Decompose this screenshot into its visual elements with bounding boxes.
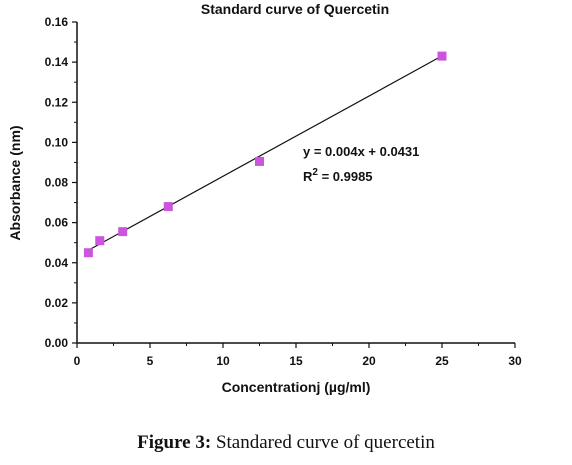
x-tick-label: 5 xyxy=(147,354,154,368)
r-squared-annotation: R2 = 0.9985 xyxy=(303,167,373,184)
data-points xyxy=(83,51,447,258)
y-tick-label: 0.10 xyxy=(45,135,69,149)
y-tick-label: 0.02 xyxy=(45,296,69,310)
trendline xyxy=(88,55,443,251)
y-axis-title: Absorbance (nm) xyxy=(7,125,23,240)
chart: Standard curve of Quercetin 0 5 10 15 20 25 30… xyxy=(7,1,522,395)
figure-caption-label: Figure 3: xyxy=(137,432,212,453)
y-tick-label: 0.08 xyxy=(45,176,69,190)
chart-svg: Standard curve of Quercetin 0 5 10 15 20 25 30… xyxy=(7,1,522,395)
x-tick-label: 15 xyxy=(289,354,303,368)
x-tick-label: 10 xyxy=(216,354,230,368)
axes xyxy=(76,22,515,344)
x-tick-label: 30 xyxy=(508,354,522,368)
x-tick-label: 25 xyxy=(435,354,449,368)
data-point xyxy=(118,227,128,237)
y-tick-label: 0.14 xyxy=(45,55,69,69)
figure-caption: Figure 3: Standared curve of quercetin xyxy=(0,432,572,454)
r-squared-exponent: 2 xyxy=(312,167,318,178)
data-point xyxy=(83,248,93,258)
data-point xyxy=(95,236,105,246)
y-tick-label: 0.00 xyxy=(45,336,69,350)
x-axis-title: Concentrationj (µg/ml) xyxy=(222,379,371,395)
data-point xyxy=(163,202,173,212)
ticks: 0 5 10 15 20 25 30 0.00 0.02 0.04 0.06 0.08 0.10 0.12… xyxy=(45,15,522,368)
trendline-group xyxy=(88,55,443,251)
y-tick-label: 0.04 xyxy=(45,256,69,270)
y-tick-label: 0.16 xyxy=(45,15,69,29)
equation-annotation: y = 0.004x + 0.0431 xyxy=(303,144,419,159)
figure-caption-text: Standared curve of quercetin xyxy=(211,432,435,453)
y-tick-label: 0.06 xyxy=(45,216,69,230)
chart-title: Standard curve of Quercetin xyxy=(201,1,389,17)
r-squared-label: R xyxy=(303,169,313,184)
r-squared-value: = 0.9985 xyxy=(318,169,373,184)
data-point xyxy=(255,156,264,166)
data-point xyxy=(437,51,447,61)
x-tick-label: 0 xyxy=(74,354,81,368)
x-tick-label: 20 xyxy=(362,354,376,368)
y-tick-label: 0.12 xyxy=(45,95,69,109)
